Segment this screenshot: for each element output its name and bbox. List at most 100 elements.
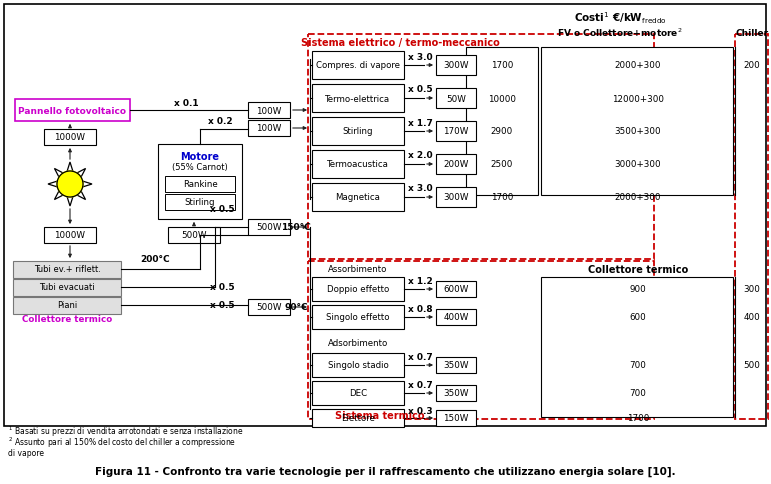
Text: Magnetica: Magnetica: [335, 193, 380, 202]
Text: Eiettore: Eiettore: [341, 414, 375, 423]
Text: Figura 11 - Confronto tra varie tecnologie per il raffrescamento che utilizzano : Figura 11 - Confronto tra varie tecnolog…: [95, 466, 675, 476]
Text: 1700: 1700: [491, 193, 513, 202]
FancyBboxPatch shape: [436, 56, 476, 76]
Text: 2000+300: 2000+300: [614, 61, 662, 70]
FancyBboxPatch shape: [436, 89, 476, 109]
Text: 600W: 600W: [443, 285, 469, 294]
Text: Doppio effetto: Doppio effetto: [327, 285, 389, 294]
Polygon shape: [48, 182, 57, 187]
FancyBboxPatch shape: [165, 195, 235, 211]
Text: 300W: 300W: [443, 61, 469, 70]
Text: Costi$^{1}$ €/kW$_{\rm freddo}$: Costi$^{1}$ €/kW$_{\rm freddo}$: [574, 10, 666, 26]
Text: x 1.7: x 1.7: [408, 118, 433, 127]
Text: 3000+300: 3000+300: [614, 160, 662, 169]
Text: 400: 400: [743, 313, 760, 322]
Text: Stirling: Stirling: [343, 127, 373, 136]
Text: 150W: 150W: [443, 414, 469, 423]
FancyBboxPatch shape: [312, 151, 404, 179]
Text: 400W: 400W: [443, 313, 469, 322]
Text: x 3.0: x 3.0: [408, 52, 433, 61]
Text: 700: 700: [630, 389, 646, 398]
Text: x 0.5: x 0.5: [210, 205, 234, 214]
Text: Assorbimento: Assorbimento: [328, 265, 388, 274]
Text: 300W: 300W: [443, 193, 469, 202]
FancyBboxPatch shape: [436, 357, 476, 373]
Text: 500: 500: [743, 361, 760, 370]
Text: Sistema termico: Sistema termico: [335, 410, 425, 420]
FancyBboxPatch shape: [312, 85, 404, 113]
Text: Tubi evacuati: Tubi evacuati: [39, 283, 95, 292]
FancyBboxPatch shape: [168, 227, 220, 243]
Text: 200: 200: [743, 61, 760, 70]
FancyBboxPatch shape: [165, 177, 235, 193]
Text: 150°C: 150°C: [281, 223, 311, 232]
Text: Sistema elettrico / termo-meccanico: Sistema elettrico / termo-meccanico: [301, 38, 500, 48]
FancyBboxPatch shape: [436, 122, 476, 142]
FancyBboxPatch shape: [44, 227, 96, 243]
FancyBboxPatch shape: [466, 48, 538, 196]
Text: Rankine: Rankine: [183, 180, 217, 189]
FancyBboxPatch shape: [248, 300, 290, 316]
Text: x 0.7: x 0.7: [408, 381, 433, 390]
Text: Termoacustica: Termoacustica: [327, 160, 389, 169]
Text: 350W: 350W: [443, 389, 469, 398]
FancyBboxPatch shape: [158, 145, 242, 220]
Text: 200°C: 200°C: [140, 255, 170, 264]
FancyBboxPatch shape: [436, 188, 476, 208]
Text: x 0.3: x 0.3: [408, 407, 433, 416]
Text: 2000+300: 2000+300: [614, 193, 662, 202]
Text: x 0.1: x 0.1: [173, 99, 198, 108]
Text: 350W: 350W: [443, 361, 469, 370]
FancyBboxPatch shape: [312, 277, 404, 302]
FancyBboxPatch shape: [541, 48, 733, 196]
Polygon shape: [67, 197, 73, 207]
FancyBboxPatch shape: [4, 5, 766, 426]
FancyBboxPatch shape: [436, 410, 476, 426]
Text: 90°C: 90°C: [284, 303, 308, 312]
FancyBboxPatch shape: [312, 381, 404, 405]
Text: 2900: 2900: [491, 127, 513, 136]
Text: Adsorbimento: Adsorbimento: [328, 339, 388, 348]
Circle shape: [57, 172, 83, 197]
Text: Singolo effetto: Singolo effetto: [326, 313, 390, 322]
FancyBboxPatch shape: [436, 309, 476, 325]
FancyBboxPatch shape: [248, 103, 290, 119]
Text: Motore: Motore: [180, 151, 220, 162]
Text: 700: 700: [630, 361, 646, 370]
FancyBboxPatch shape: [312, 305, 404, 329]
Polygon shape: [55, 169, 63, 178]
Text: Tubi ev.+ riflett.: Tubi ev.+ riflett.: [34, 265, 100, 274]
FancyBboxPatch shape: [436, 385, 476, 401]
Text: $^{1}$ Basati su prezzi di vendita arrotondati e senza installazione: $^{1}$ Basati su prezzi di vendita arrot…: [8, 424, 244, 439]
Text: 170W: 170W: [443, 127, 469, 136]
Text: x 3.0: x 3.0: [408, 184, 433, 193]
Text: FV o Collettore+motore$^{2}$: FV o Collettore+motore$^{2}$: [557, 27, 683, 39]
FancyBboxPatch shape: [248, 220, 290, 236]
Text: x 1.2: x 1.2: [408, 277, 433, 286]
Text: (55% Carnot): (55% Carnot): [172, 163, 228, 172]
FancyBboxPatch shape: [44, 130, 96, 146]
Text: Singolo stadio: Singolo stadio: [328, 361, 389, 370]
FancyBboxPatch shape: [312, 353, 404, 377]
Text: 10000: 10000: [488, 94, 516, 103]
Text: x 0.5: x 0.5: [408, 85, 433, 94]
FancyBboxPatch shape: [312, 52, 404, 80]
Text: x 0.7: x 0.7: [408, 353, 433, 362]
FancyBboxPatch shape: [312, 409, 404, 427]
Text: 200W: 200W: [443, 160, 469, 169]
FancyBboxPatch shape: [15, 100, 130, 122]
FancyBboxPatch shape: [436, 155, 476, 175]
Text: di vapore: di vapore: [8, 449, 44, 457]
Text: Compres. di vapore: Compres. di vapore: [316, 61, 400, 70]
Text: Collettore termico: Collettore termico: [22, 315, 112, 324]
Text: 1000W: 1000W: [55, 231, 86, 240]
Text: 1000W: 1000W: [55, 133, 86, 142]
Text: 100W: 100W: [256, 124, 281, 133]
Text: x 0.8: x 0.8: [408, 305, 433, 314]
Text: 300: 300: [743, 285, 760, 294]
Text: Pannello fotovoltaico: Pannello fotovoltaico: [18, 106, 126, 115]
Text: 500W: 500W: [181, 231, 207, 240]
Text: Piani: Piani: [57, 301, 77, 310]
FancyBboxPatch shape: [13, 279, 121, 296]
Text: DEC: DEC: [349, 389, 367, 398]
